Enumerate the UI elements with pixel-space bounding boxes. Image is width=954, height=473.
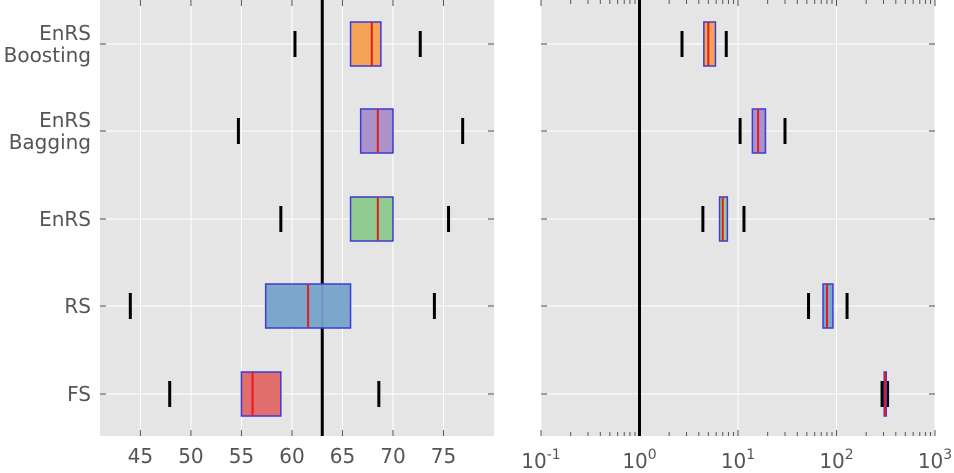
box-group [168,371,381,417]
box-iqr [359,108,394,154]
category-label-line: Boosting [4,43,91,67]
box-group [293,21,422,67]
box-iqr [822,283,834,329]
category-label: EnRS Boosting [4,21,91,67]
panel-background [100,0,494,436]
x-tick-label: 100 [622,447,656,473]
category-label: RS [64,294,91,318]
x-tick-label: 65 [330,444,355,468]
box-group [738,108,787,154]
x-tick-label: 60 [279,444,304,468]
x-tick-label: 50 [178,444,203,468]
box-iqr [349,21,382,67]
category-label-line: EnRS [39,108,91,132]
category-label-line: Bagging [9,130,91,154]
box-group [880,371,890,417]
category-label-line: FS [67,382,91,406]
x-tick-base: 10 [819,449,844,473]
category-label-line: RS [64,294,91,318]
x-tick-exponent: 0 [648,447,657,463]
panel-right: 10-1 100 101 102 103 [521,0,952,473]
x-tick-label: 10-1 [521,447,560,473]
x-tick-label: 70 [380,444,405,468]
x-tick-label: 45 [128,444,153,468]
box-group [128,283,436,329]
x-tick-base: 10 [521,449,546,473]
category-label-line: EnRS [39,21,91,45]
x-tick-label: 75 [431,444,456,468]
x-tick-label: 103 [918,447,952,473]
x-tick-base: 10 [918,449,943,473]
category-label: FS [67,382,91,406]
box-group [680,21,728,67]
x-tick-exponent: 2 [845,447,854,463]
box-group [236,108,465,154]
x-tick-label: 101 [721,447,755,473]
box-group [701,196,746,242]
box-iqr [240,371,282,417]
x-tick-exponent: -1 [547,447,561,463]
x-tick-base: 10 [622,449,647,473]
x-tick-label: 55 [229,444,254,468]
x-tick-exponent: 1 [746,447,755,463]
x-tick-exponent: 3 [943,447,952,463]
box-group [279,196,451,242]
box-iqr [703,21,717,67]
x-tick-base: 10 [721,449,746,473]
x-tick-label: 102 [819,447,853,473]
category-label-line: EnRS [39,207,91,231]
category-label: EnRS Bagging [9,108,91,154]
box-group [807,283,849,329]
category-label: EnRS [39,207,91,231]
box-iqr [349,196,394,242]
